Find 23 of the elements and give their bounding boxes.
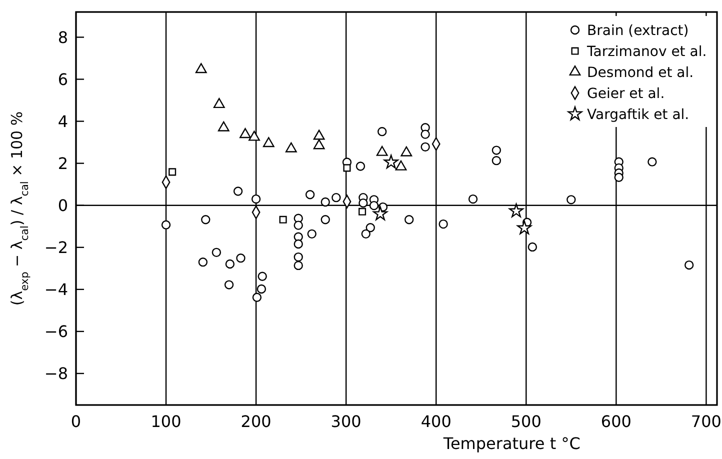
x-tick-label: 0	[70, 412, 82, 431]
y-tick-label: 8	[58, 28, 68, 47]
legend-label: Tarzimanov et al.	[586, 44, 707, 60]
y-tick-label: −4	[44, 280, 68, 300]
y-tick-label: −2	[44, 238, 68, 257]
x-tick-label: 300	[330, 412, 362, 431]
y-tick-label: 6	[58, 70, 68, 89]
x-tick-label: 700	[690, 412, 722, 431]
x-axis-title: Temperature t °C	[442, 434, 580, 453]
y-tick-label: 2	[58, 154, 68, 173]
x-tick-label: 100	[150, 412, 182, 431]
y-tick-label: −8	[44, 364, 68, 384]
y-tick-label: −6	[44, 322, 68, 342]
legend-label: Geier et al.	[587, 86, 665, 102]
legend-label: Desmond et al.	[587, 64, 694, 81]
x-tick-label: 400	[420, 412, 452, 431]
y-tick-label: 0	[58, 196, 68, 215]
x-tick-label: 500	[510, 412, 542, 431]
y-tick-label: 4	[58, 112, 68, 131]
legend-label: Vargaftik et al.	[587, 106, 690, 123]
legend-label: Brain (extract)	[587, 22, 689, 39]
x-tick-label: 200	[240, 412, 272, 431]
x-tick-label: 600	[600, 412, 632, 431]
